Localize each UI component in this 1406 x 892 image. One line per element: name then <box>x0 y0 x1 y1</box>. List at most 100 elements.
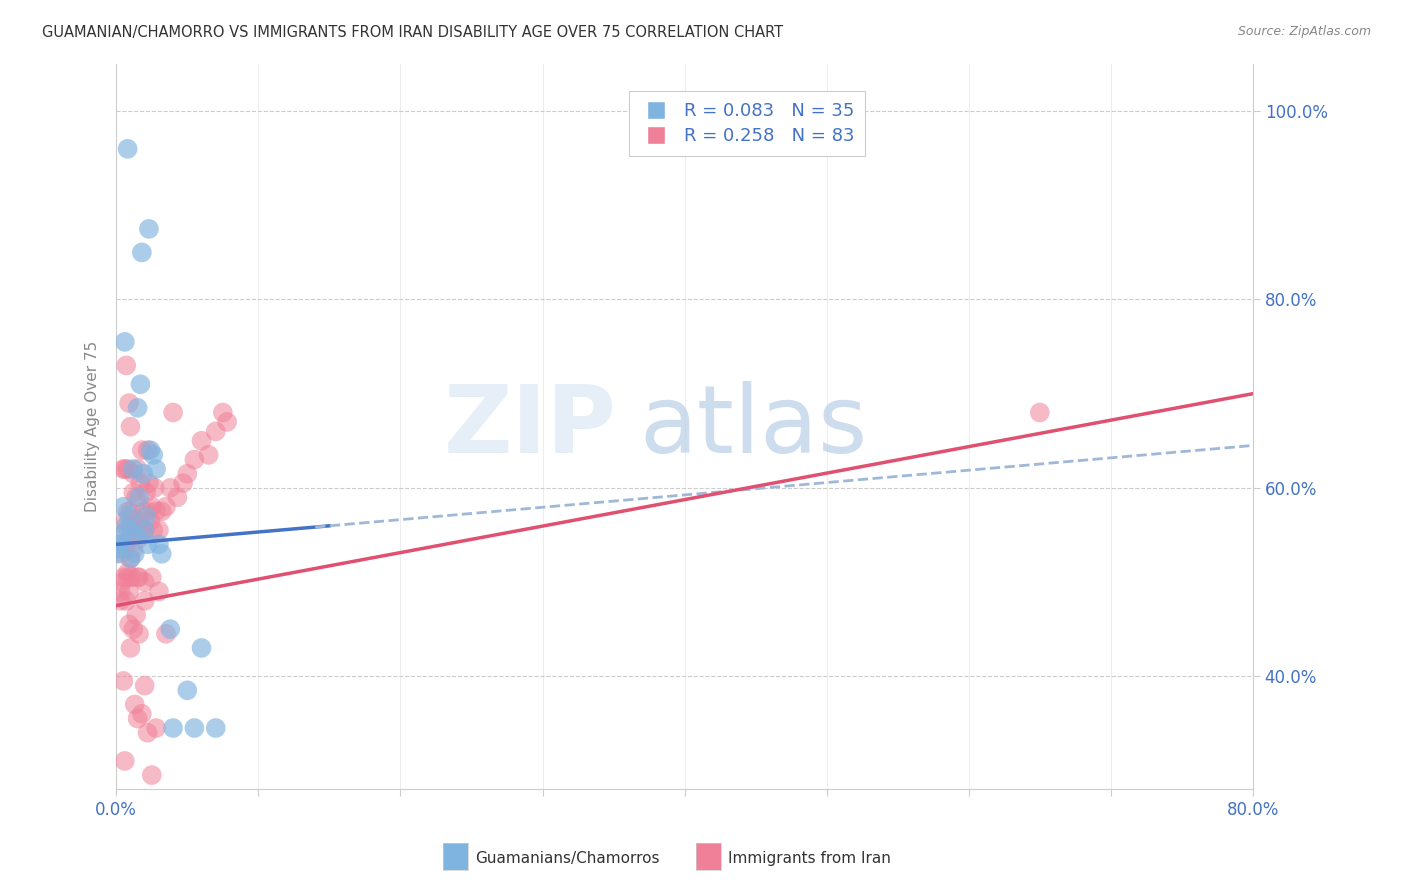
Point <box>112 500 135 514</box>
Point <box>150 547 173 561</box>
Point <box>114 462 136 476</box>
Point <box>134 594 156 608</box>
Point <box>128 627 150 641</box>
Text: GUAMANIAN/CHAMORRO VS IMMIGRANTS FROM IRAN DISABILITY AGE OVER 75 CORRELATION CH: GUAMANIAN/CHAMORRO VS IMMIGRANTS FROM IR… <box>42 25 783 40</box>
Point <box>112 570 135 584</box>
Point <box>111 547 134 561</box>
Point <box>110 584 132 599</box>
Point <box>127 712 149 726</box>
Point <box>172 476 194 491</box>
Point <box>183 721 205 735</box>
Point <box>145 504 167 518</box>
Point <box>162 721 184 735</box>
Point <box>134 679 156 693</box>
Point <box>127 462 149 476</box>
Point <box>118 617 141 632</box>
Point <box>127 570 149 584</box>
Point <box>131 245 153 260</box>
Point <box>122 467 145 481</box>
Point <box>148 584 170 599</box>
Point <box>131 523 153 537</box>
Point <box>159 622 181 636</box>
Point <box>120 504 142 518</box>
Point <box>217 415 239 429</box>
Point <box>166 490 188 504</box>
Point <box>122 542 145 557</box>
Point <box>138 476 160 491</box>
Point <box>132 467 155 481</box>
Point <box>124 698 146 712</box>
Point <box>120 551 142 566</box>
Point <box>176 467 198 481</box>
Point <box>107 542 129 557</box>
Point <box>114 542 136 557</box>
Point <box>111 574 134 589</box>
Text: atlas: atlas <box>640 381 868 473</box>
Point <box>128 490 150 504</box>
Point <box>122 485 145 500</box>
Point <box>134 574 156 589</box>
Point <box>117 504 139 518</box>
Point <box>159 481 181 495</box>
Point <box>176 683 198 698</box>
Point <box>136 443 159 458</box>
Point <box>204 425 226 439</box>
Point <box>114 334 136 349</box>
Point <box>134 523 156 537</box>
Point <box>127 533 149 547</box>
Point <box>122 622 145 636</box>
Point <box>115 594 138 608</box>
Point <box>1029 405 1052 419</box>
Point <box>125 490 148 504</box>
Point <box>143 481 166 495</box>
Point <box>122 462 145 476</box>
Point <box>114 514 136 528</box>
Point <box>118 509 141 524</box>
Point <box>145 462 167 476</box>
Point <box>129 377 152 392</box>
Point <box>162 405 184 419</box>
Point <box>112 673 135 688</box>
Point <box>131 443 153 458</box>
Point <box>105 547 128 561</box>
Point <box>121 523 143 537</box>
Point <box>117 566 139 580</box>
Point <box>115 523 138 537</box>
Point <box>142 448 165 462</box>
Point <box>142 523 165 537</box>
Point <box>118 533 141 547</box>
Point <box>120 419 142 434</box>
Point <box>148 537 170 551</box>
Point <box>131 706 153 721</box>
Legend: R = 0.083   N = 35, R = 0.258   N = 83: R = 0.083 N = 35, R = 0.258 N = 83 <box>630 91 865 156</box>
Point <box>110 594 132 608</box>
Point <box>136 725 159 739</box>
Point <box>115 359 138 373</box>
Point <box>134 523 156 537</box>
Point <box>138 222 160 236</box>
Point <box>112 462 135 476</box>
Point <box>114 754 136 768</box>
Point <box>148 523 170 537</box>
Point <box>124 547 146 561</box>
Point <box>110 537 132 551</box>
Point <box>127 401 149 415</box>
Point <box>121 514 143 528</box>
Point <box>117 570 139 584</box>
Point <box>139 443 162 458</box>
Point <box>141 768 163 782</box>
Point <box>115 518 138 533</box>
Point <box>108 537 131 551</box>
Point <box>121 570 143 584</box>
Point <box>145 721 167 735</box>
Point <box>117 142 139 156</box>
Point <box>211 405 233 419</box>
Point <box>197 448 219 462</box>
Point <box>204 721 226 735</box>
Point <box>141 570 163 584</box>
Point <box>120 640 142 655</box>
Point <box>118 584 141 599</box>
Point <box>124 523 146 537</box>
Text: ZIP: ZIP <box>443 381 616 473</box>
Point <box>150 504 173 518</box>
